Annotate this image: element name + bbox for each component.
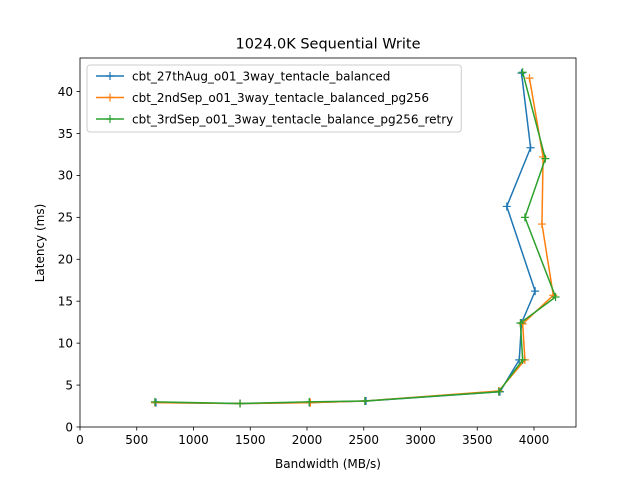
data-point	[526, 143, 535, 152]
legend-label-1: cbt_27thAug_o01_3way_tentacle_balanced	[132, 69, 390, 83]
data-point	[525, 74, 534, 83]
x-tick-label: 3500	[462, 433, 493, 447]
y-tick-label: 30	[58, 169, 73, 183]
data-point	[551, 293, 560, 302]
legend-marker-3	[106, 115, 114, 123]
series-layer	[150, 68, 560, 408]
y-tick-label: 0	[65, 420, 73, 434]
y-tick-label: 10	[58, 336, 73, 350]
legend-label-3: cbt_3rdSep_o01_3way_tentacle_balance_pg2…	[132, 112, 453, 126]
data-point	[518, 355, 527, 364]
y-tick-label: 25	[58, 211, 73, 225]
legend: cbt_27thAug_o01_3way_tentacle_balancedcb…	[86, 64, 462, 133]
x-tick-label: 1000	[178, 433, 209, 447]
y-tick-label: 20	[58, 253, 73, 267]
y-tick-label: 35	[58, 127, 73, 141]
legend-marker-1	[106, 72, 114, 80]
axes-layer	[79, 57, 577, 428]
chart-title: 1024.0K Sequential Write	[235, 37, 420, 53]
y-tick-label: 40	[58, 85, 73, 99]
data-point	[502, 202, 511, 211]
legend-marker-2	[106, 93, 114, 102]
y-tick-label: 15	[58, 295, 73, 309]
x-tick-label: 1500	[235, 433, 266, 447]
x-tick-label: 4000	[519, 433, 550, 447]
data-point	[306, 398, 315, 407]
data-point	[518, 68, 527, 77]
data-point	[494, 387, 503, 396]
data-point	[305, 397, 314, 406]
series-3	[150, 68, 560, 408]
x-tick-label: 0	[76, 433, 84, 447]
data-point	[236, 399, 245, 408]
x-tick-label: 2000	[292, 433, 323, 447]
x-tick-label: 500	[125, 433, 148, 447]
legend-box	[86, 64, 462, 133]
data-point	[516, 319, 525, 328]
data-point	[537, 220, 546, 229]
y-axis-label: Latency (ms)	[33, 204, 47, 283]
data-point	[541, 154, 550, 163]
data-point	[517, 69, 526, 78]
y-tick-label: 5	[65, 378, 73, 392]
x-tick-label: 3000	[405, 433, 436, 447]
plot-frame	[79, 57, 577, 428]
x-tick-label: 2500	[348, 433, 379, 447]
data-point	[360, 397, 369, 406]
data-point	[531, 287, 540, 296]
ticks-layer: 0 500 1000 1500 2000 2500 3000 3500 4000 0 5 10 15 20…	[58, 85, 550, 447]
x-axis-label: Bandwidth (MB/s)	[275, 457, 381, 471]
data-point	[520, 213, 529, 222]
data-point	[150, 397, 159, 406]
legend-label-2: cbt_2ndSep_o01_3way_tentacle_balanced_pg…	[132, 91, 429, 105]
